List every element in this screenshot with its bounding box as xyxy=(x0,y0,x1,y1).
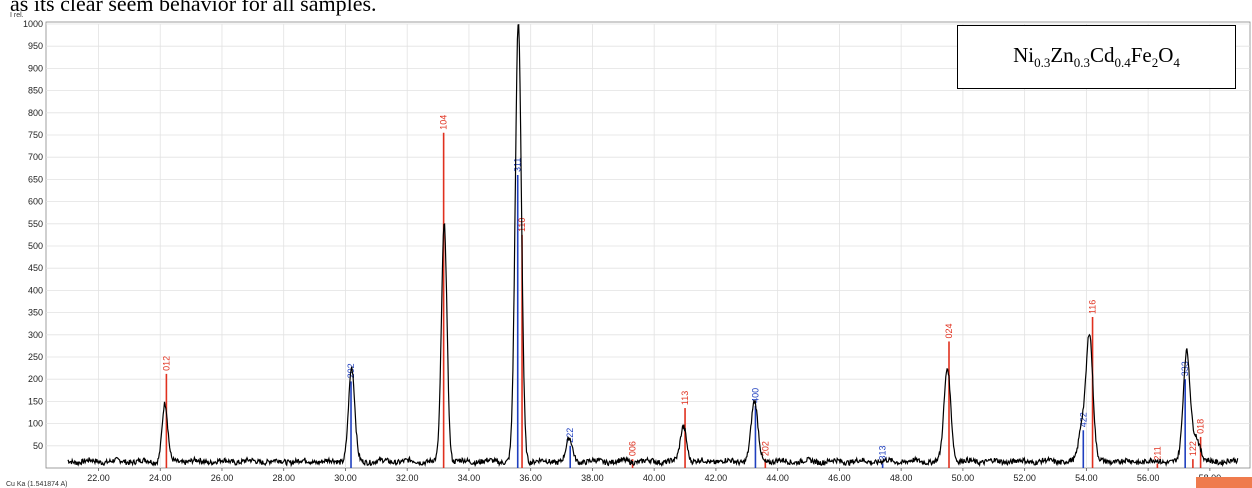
formula-element: O4 xyxy=(1158,42,1180,71)
reference-label: 422 xyxy=(1078,412,1088,427)
x-tick-label: 40.00 xyxy=(643,473,666,483)
reference-label: 313 xyxy=(878,446,888,461)
reference-label: 222 xyxy=(565,428,575,443)
composition-legend-box: Ni0.3 Zn0.3 Cd0.4 Fe2 O4 xyxy=(957,25,1236,89)
document-text-line: as its clear seem behavior for all sampl… xyxy=(10,0,377,16)
x-tick-label: 54.00 xyxy=(1075,473,1098,483)
plot-area xyxy=(45,21,1251,469)
reference-label: 116 xyxy=(1088,300,1098,314)
reference-label: 311 xyxy=(513,158,523,172)
x-axis-ticks: 22.00 24.00 26.00 28.00 30.00 32.00 34.00 36.00… xyxy=(87,468,1221,483)
formula-element: Cd0.4 xyxy=(1089,42,1131,71)
y-axis-ticks: 50 100 150 200 250 300 350 400 450 500 550 600 650 70… xyxy=(23,19,43,451)
y-tick-label: 350 xyxy=(28,308,43,318)
formula-subscript: 4 xyxy=(1173,55,1180,71)
reference-label: 018 xyxy=(1196,419,1206,434)
x-tick-label: 36.00 xyxy=(519,473,542,483)
formula-element: Ni0.3 xyxy=(1013,42,1051,71)
formula-element: Zn0.3 xyxy=(1050,42,1090,71)
y-tick-label: 400 xyxy=(28,285,43,295)
formula-element: Fe2 xyxy=(1130,42,1159,71)
formula-subscript: 0.3 xyxy=(1073,55,1090,71)
y-tick-label: 800 xyxy=(28,108,43,118)
grid-lines xyxy=(46,23,1250,468)
formula-subscript: 2 xyxy=(1151,55,1159,71)
y-tick-label: 50 xyxy=(33,441,43,451)
x-tick-label: 30.00 xyxy=(334,473,357,483)
x-tick-label: 28.00 xyxy=(272,473,295,483)
y-tick-label: 550 xyxy=(28,219,43,229)
y-tick-label: 300 xyxy=(28,330,43,340)
formula-subscript: 0.4 xyxy=(1114,55,1131,71)
y-tick-label: 650 xyxy=(28,174,43,184)
x-tick-label: 46.00 xyxy=(828,473,851,483)
y-tick-label: 700 xyxy=(28,152,43,162)
y-tick-label: 100 xyxy=(28,419,43,429)
x-tick-label: 24.00 xyxy=(149,473,172,483)
formula-subscript: 0.3 xyxy=(1034,55,1051,71)
x-tick-label: 50.00 xyxy=(952,473,975,483)
reference-label: 202 xyxy=(760,441,770,456)
x-tick-label: 22.00 xyxy=(87,473,110,483)
x-tick-label: 38.00 xyxy=(581,473,604,483)
y-tick-label: 150 xyxy=(28,396,43,406)
y-tick-label: 500 xyxy=(28,241,43,251)
reference-label: 104 xyxy=(439,115,449,130)
reference-label: 012 xyxy=(161,356,171,371)
y-tick-label: 1000 xyxy=(23,19,43,29)
diffraction-pattern-line xyxy=(67,23,1239,468)
y-tick-label: 950 xyxy=(28,41,43,51)
y-axis-title: I rel. xyxy=(10,12,24,19)
y-tick-label: 900 xyxy=(28,63,43,73)
x-tick-label: 32.00 xyxy=(396,473,419,483)
scroll-indicator[interactable] xyxy=(1196,477,1252,488)
x-tick-label: 26.00 xyxy=(211,473,234,483)
x-tick-label: 44.00 xyxy=(766,473,789,483)
y-tick-label: 600 xyxy=(28,197,43,207)
reference-label: 122 xyxy=(1188,441,1198,456)
y-tick-label: 200 xyxy=(28,374,43,384)
y-tick-label: 850 xyxy=(28,86,43,96)
x-tick-label: 52.00 xyxy=(1013,473,1036,483)
reference-label: 211 xyxy=(1152,446,1162,460)
x-tick-label: 56.00 xyxy=(1137,473,1160,483)
reference-label: 006 xyxy=(628,441,638,456)
y-tick-label: 750 xyxy=(28,130,43,140)
y-tick-label: 250 xyxy=(28,352,43,362)
x-tick-label: 48.00 xyxy=(890,473,913,483)
x-tick-label: 34.00 xyxy=(458,473,481,483)
reference-label: 400 xyxy=(750,388,760,403)
x-tick-label: 42.00 xyxy=(705,473,728,483)
reference-label: 113 xyxy=(680,391,690,405)
source-note: Cu Ka (1.541874 A) xyxy=(6,481,68,488)
reference-label: 024 xyxy=(944,323,954,338)
y-tick-label: 450 xyxy=(28,263,43,273)
